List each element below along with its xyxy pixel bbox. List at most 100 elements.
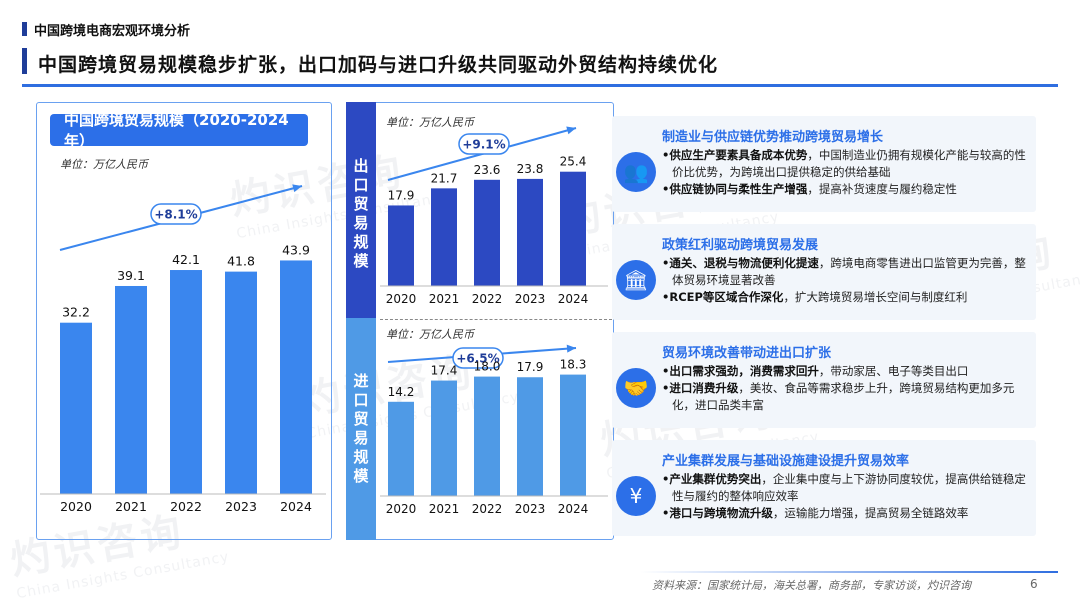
- total-chart-title: 中国跨境贸易规模（2020-2024年）: [50, 111, 308, 150]
- bar: [60, 322, 92, 494]
- bullet-lead: •RCEP等区域合作深化: [662, 290, 784, 304]
- data-label: 42.1: [172, 252, 200, 267]
- ribbon-char: 贸: [353, 195, 369, 213]
- bullet-lead: •通关、退税与物流便利化提速: [662, 256, 819, 270]
- bullet-text: ，跨境电商零售进出口监管更为完善，整体贸易环境显著改善: [672, 256, 1026, 287]
- ribbon-char: 出: [353, 157, 369, 175]
- data-label: 17.9: [388, 188, 415, 202]
- insight-card: [612, 116, 1036, 212]
- tick-label: 2020: [386, 502, 417, 516]
- ribbon-char: 规: [353, 448, 369, 466]
- ribbon-char: 模: [353, 252, 369, 270]
- bullet-lead: •出口需求强劲，消费需求回升: [662, 364, 819, 378]
- growth-label: +6.5%: [456, 352, 499, 366]
- data-label: 41.8: [227, 254, 255, 269]
- bar: [170, 270, 202, 494]
- data-label: 18.3: [560, 358, 587, 372]
- bullet-lead: •产业集群优势突出: [662, 472, 762, 486]
- bar: [560, 171, 586, 286]
- bar: [474, 376, 500, 496]
- tick-label: 2022: [170, 499, 202, 514]
- growth-label: +8.1%: [154, 208, 197, 222]
- total-chart-panel: [36, 102, 332, 540]
- card-title: 产业集群发展与基础设施建设提升贸易效率: [662, 454, 910, 469]
- bullet-text: ，带动家居、电子等类目出口: [818, 364, 969, 378]
- data-label: 21.7: [431, 171, 458, 185]
- import-chart: +6.5% 14.2 2020 17.4 2021 18.0 2022 17.9 2023 18.…: [380, 344, 608, 516]
- bullet-item: •产业集群优势突出，企业集中度与上下游协同度较优，提高供给链稳定性与履约的整体响…: [662, 471, 1034, 505]
- data-label: 17.9: [517, 360, 544, 374]
- title-divider: [22, 84, 1058, 87]
- bullet-text: ，企业集中度与上下游协同度较优，提高供给链稳定性与履约的整体响应效率: [672, 472, 1026, 503]
- ribbon-char: 贸: [353, 410, 369, 428]
- data-label: 39.1: [117, 268, 145, 283]
- tick-label: 2024: [558, 292, 589, 306]
- tick-label: 2023: [515, 292, 546, 306]
- data-label: 14.2: [388, 385, 415, 399]
- data-label: 18.0: [474, 360, 501, 374]
- growth-badge: [458, 133, 510, 155]
- card-body: •通关、退税与物流便利化提速，跨境电商零售进出口监管更为完善，整体贸易环境显著改…: [662, 255, 1034, 306]
- trend-arrow-head: [292, 184, 302, 193]
- bar: [431, 188, 457, 286]
- total-chart: +8.1% 32.2 2020 39.1 2021 42.1 2022 41.8 2023 43.…: [40, 184, 326, 514]
- bank-icon: 🏛: [616, 260, 656, 300]
- ribbon-char: 模: [353, 467, 369, 485]
- bar: [474, 179, 500, 286]
- tick-label: 2021: [429, 502, 460, 516]
- bullet-lead: •港口与跨境物流升级: [662, 506, 773, 520]
- ribbon-char: 规: [353, 233, 369, 251]
- card-body: •供应生产要素具备成本优势，中国制造业仍拥有规模化产能与较高的性价比优势，为跨境…: [662, 147, 1034, 198]
- data-label: 17.4: [431, 364, 458, 378]
- tick-label: 2022: [472, 502, 503, 516]
- card-title: 政策红利驱动跨境贸易发展: [662, 238, 819, 253]
- bar: [517, 178, 543, 286]
- tick-label: 2022: [472, 292, 503, 306]
- bullet-text: ，提高补货速度与履约稳定性: [807, 182, 957, 196]
- yen-icon: ¥: [616, 476, 656, 516]
- card-body: •产业集群优势突出，企业集中度与上下游协同度较优，提高供给链稳定性与履约的整体响…: [662, 471, 1034, 522]
- growth-label: +9.1%: [462, 138, 505, 152]
- import-chart-unit: 单位：万亿人民币: [386, 328, 474, 341]
- export-ribbon: 出口贸易规模: [346, 102, 376, 326]
- bullet-text: ，扩大跨境贸易增长空间与制度红利: [783, 290, 968, 304]
- page-title: 中国跨境贸易规模稳步扩张，出口加码与进口升级共同驱动外贸结构持续优化: [38, 54, 719, 76]
- title-accent: [22, 48, 27, 74]
- ribbon-char: 口: [353, 176, 369, 194]
- data-label: 25.4: [560, 155, 587, 169]
- total-chart-unit: 单位：万亿人民币: [60, 158, 148, 171]
- bullet-lead: •供应链协同与柔性生产增强: [662, 182, 808, 196]
- bullet-text: ，中国制造业仍拥有规模化产能与较高的性价比优势，为跨境出口提供稳定的供给基础: [672, 148, 1026, 179]
- export-chart-unit: 单位：万亿人民币: [386, 116, 474, 129]
- people-icon: 👥: [616, 152, 656, 192]
- tick-label: 2023: [225, 499, 257, 514]
- trend-arrow-head: [566, 344, 576, 353]
- header-accent: [22, 22, 27, 36]
- bar: [388, 401, 414, 496]
- bar: [431, 380, 457, 496]
- card-title: 制造业与供应链优势推动跨境贸易增长: [662, 130, 884, 145]
- bullet-item: •出口需求强劲，消费需求回升，带动家居、电子等类目出口: [662, 363, 1034, 380]
- data-label: 23.6: [474, 163, 501, 177]
- footer-rule: [640, 571, 1058, 573]
- data-label: 23.8: [517, 162, 544, 176]
- tick-label: 2021: [429, 292, 460, 306]
- growth-badge: [452, 347, 504, 369]
- insight-card: [612, 332, 1036, 428]
- insight-card: [612, 224, 1036, 320]
- source-note: 资料来源：国家统计局，海关总署，商务部，专家访谈，灼识咨询: [652, 579, 971, 592]
- card-body: •出口需求强劲，消费需求回升，带动家居、电子等类目出口 •进口消费升级，美妆、食品…: [662, 363, 1034, 414]
- bar: [517, 377, 543, 496]
- bullet-text: ，美妆、食品等需求稳步上升，跨境贸易结构更加多元化，进口品类丰富: [672, 381, 1015, 412]
- bullet-lead: •供应生产要素具备成本优势: [662, 148, 808, 162]
- section-label: 中国跨境电商宏观环境分析: [34, 24, 191, 39]
- handshake-icon: 🤝: [616, 368, 656, 408]
- bullet-item: •通关、退税与物流便利化提速，跨境电商零售进出口监管更为完善，整体贸易环境显著改…: [662, 255, 1034, 289]
- bullet-item: •供应链协同与柔性生产增强，提高补货速度与履约稳定性: [662, 181, 1034, 198]
- bar: [115, 285, 147, 494]
- ribbon-char: 口: [353, 391, 369, 409]
- data-label: 43.9: [282, 242, 310, 257]
- bar: [280, 260, 312, 494]
- page-number: 6: [1030, 577, 1038, 591]
- ribbon-char: 易: [353, 214, 369, 232]
